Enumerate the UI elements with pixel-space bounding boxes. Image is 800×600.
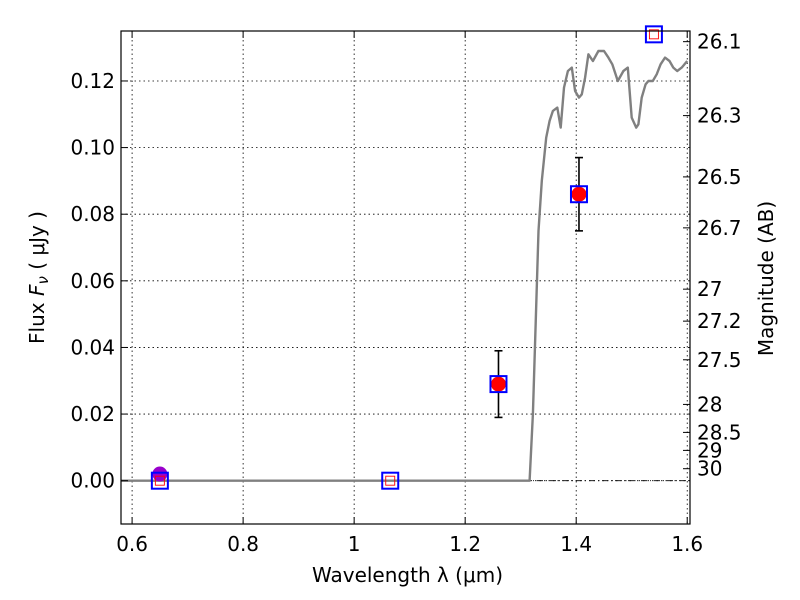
series — [121, 25, 689, 490]
data-point — [490, 376, 506, 392]
model-square-inner — [154, 475, 165, 486]
mag-tick-label: 30 — [697, 457, 722, 481]
y-axis-title: Flux Fν ( μJy ) — [25, 211, 52, 344]
data-point — [571, 186, 587, 202]
y-axis-title-suffix: ( μJy ) — [25, 211, 49, 276]
y-tick-label: 0.08 — [70, 202, 115, 226]
model-square-inner — [385, 475, 396, 486]
mag-tick-label: 27.2 — [697, 309, 742, 333]
tick-labels: 0.6 0.8 1 1.2 1.4 1.6 0.00 0.02 0.04 0.06 0.08 0.10… — [70, 30, 741, 556]
y-tick-label: 0.02 — [70, 402, 115, 426]
x-tick-label: 1.4 — [560, 532, 592, 556]
model-square-inner — [493, 379, 504, 390]
y-tick-label: 0.12 — [70, 69, 115, 93]
model-square — [569, 185, 588, 204]
x-tick-label: 1.6 — [671, 532, 703, 556]
mag-tick-label: 26.7 — [697, 216, 742, 240]
mag-tick-label: 28 — [697, 392, 722, 416]
model-square — [644, 25, 663, 44]
model-square-inner — [574, 189, 584, 200]
y-tick-label: 0.06 — [70, 269, 115, 293]
model-square-inner — [648, 29, 659, 40]
model-square — [150, 471, 169, 490]
mag-tick-label: 28.5 — [697, 420, 742, 444]
mag-tick-label: 27.5 — [697, 348, 742, 372]
ticks — [121, 31, 690, 524]
y-axis-title-prefix: Flux — [25, 296, 49, 344]
x-tick-label: 1 — [348, 532, 361, 556]
model-square — [489, 375, 508, 394]
y-tick-label: 0.04 — [70, 335, 115, 359]
plot-frame — [120, 30, 691, 525]
x-tick-label: 0.6 — [116, 532, 148, 556]
data-point — [152, 466, 168, 482]
x-tick-label: 1.2 — [449, 532, 481, 556]
y-axis-title-symbol: F — [25, 284, 49, 296]
model-square — [381, 471, 400, 490]
y-tick-label: 0.10 — [70, 136, 115, 160]
mag-tick-label: 27 — [697, 277, 722, 301]
model-spectrum-line — [121, 49, 689, 482]
mag-tick-label: 29 — [697, 438, 722, 462]
x-tick-label: 0.8 — [227, 532, 259, 556]
y-tick-label: 0.00 — [70, 469, 115, 493]
y-axis-title-subscript: ν — [34, 276, 52, 284]
mag-tick-label: 26.1 — [697, 30, 742, 54]
y2-axis-title: Magnitude (AB) — [754, 201, 778, 356]
grid — [121, 31, 690, 524]
mag-tick-label: 26.5 — [697, 165, 742, 189]
x-axis-title: Wavelength λ (μm) — [312, 563, 503, 587]
mag-tick-label: 26.3 — [697, 104, 742, 128]
